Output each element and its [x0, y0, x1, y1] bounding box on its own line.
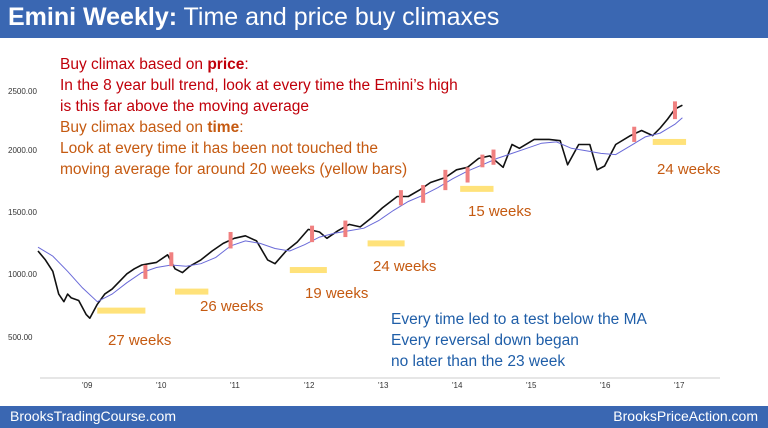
x-tick-label: '17	[674, 381, 685, 390]
summary-line: Every time led to a test below the MA	[391, 311, 647, 328]
title-bar: Emini Weekly: Time and price buy climaxe…	[0, 0, 768, 38]
week-label: 24 weeks	[657, 161, 721, 178]
week-label: 19 weeks	[305, 285, 369, 302]
time-heading-prefix: Buy climax based on	[60, 119, 208, 136]
price-series	[37, 104, 683, 319]
climax-bar	[421, 185, 426, 203]
summary-note: Every time led to a test below the MA Ev…	[391, 309, 647, 372]
x-tick-label: '16	[600, 381, 611, 390]
climax-bar	[480, 154, 485, 168]
time-heading-keyword: time	[207, 119, 240, 136]
page-title: Emini Weekly: Time and price buy climaxe…	[8, 3, 499, 32]
time-note-line: Look at every time it has been not touch…	[60, 140, 378, 157]
price-chart	[37, 101, 720, 379]
time-note-heading: Buy climax based on time:	[60, 117, 407, 138]
x-tick-label: '10	[156, 381, 167, 390]
week-label: 26 weeks	[200, 298, 264, 315]
climax-bar	[143, 264, 148, 279]
y-tick-label: 2000.00	[8, 146, 37, 155]
x-tick-label: '14	[452, 381, 463, 390]
yellow-bar	[289, 267, 327, 274]
yellow-bar	[652, 138, 687, 145]
time-heading-suffix: :	[239, 119, 244, 136]
climax-bar	[343, 220, 348, 238]
climax-bar	[169, 252, 174, 267]
price-note-heading: Buy climax based on price:	[60, 54, 458, 75]
yellow-bar	[367, 240, 405, 247]
price-note-line: In the 8 year bull trend, look at every …	[60, 77, 458, 94]
price-note: Buy climax based on price: In the 8 year…	[60, 54, 458, 117]
footer-left-link[interactable]: BrooksTradingCourse.com	[10, 408, 176, 424]
summary-line: no later than the 23 week	[391, 353, 566, 370]
yellow-bar	[460, 185, 494, 192]
y-tick-label: 1500.00	[8, 208, 37, 217]
climax-bar	[672, 101, 677, 120]
climax-bar	[443, 169, 448, 191]
y-tick-label: 1000.00	[8, 270, 37, 279]
climax-bar	[398, 190, 403, 206]
climax-bar	[310, 225, 315, 243]
price-heading-suffix: :	[244, 56, 249, 73]
title-rest: Time and price buy climaxes	[177, 3, 500, 31]
x-tick-label: '13	[378, 381, 389, 390]
x-tick-label: '12	[304, 381, 315, 390]
footer-bar: BrooksTradingCourse.com BrooksPriceActio…	[0, 406, 768, 428]
yellow-bars	[97, 138, 687, 314]
y-tick-label: 2500.00	[8, 87, 37, 96]
climax-bar	[465, 167, 470, 183]
x-tick-label: '11	[230, 381, 240, 390]
yellow-bar	[175, 288, 209, 295]
x-tick-label: '15	[526, 381, 537, 390]
title-bold: Emini Weekly:	[8, 3, 178, 31]
price-heading-prefix: Buy climax based on	[60, 56, 208, 73]
week-label: 15 weeks	[468, 203, 532, 220]
climax-bars	[143, 101, 677, 279]
price-note-line: is this far above the moving average	[60, 98, 309, 115]
climax-bar	[632, 126, 637, 142]
time-note: Buy climax based on time: Look at every …	[60, 117, 407, 180]
week-label: 27 weeks	[108, 332, 172, 349]
week-label: 24 weeks	[373, 258, 437, 275]
x-tick-label: '09	[82, 381, 93, 390]
yellow-bar	[97, 307, 146, 314]
price-heading-keyword: price	[207, 56, 245, 73]
footer-right-link[interactable]: BrooksPriceAction.com	[613, 408, 758, 424]
climax-bar	[228, 231, 233, 249]
time-note-line: moving average for around 20 weeks (yell…	[60, 161, 408, 178]
y-tick-label: 500.00	[8, 333, 33, 342]
summary-line: Every reversal down began	[391, 332, 579, 349]
climax-bar	[491, 149, 496, 165]
